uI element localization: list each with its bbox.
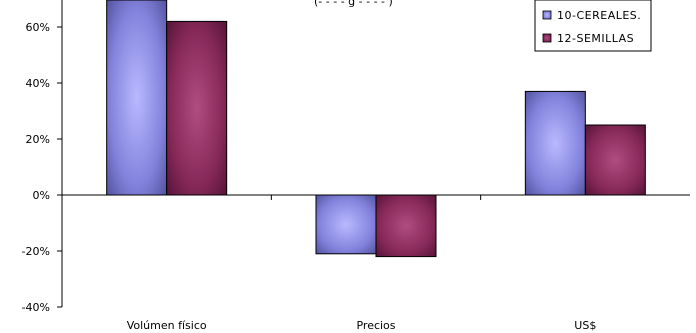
bars-group xyxy=(106,0,646,258)
legend: 10-CEREALES. 12-SEMILLAS xyxy=(534,0,652,52)
y-tick-label: 40% xyxy=(26,77,50,90)
chart-title-fragment: (- - - - g - - - - ) xyxy=(314,0,393,8)
legend-label-cereales: 10-CEREALES. xyxy=(557,9,641,22)
legend-label-semillas: 12-SEMILLAS xyxy=(557,32,634,45)
bar-series-0-cat-2 xyxy=(524,90,586,196)
bar-series-1-cat-2 xyxy=(584,124,646,196)
y-tick-label: -20% xyxy=(22,245,50,258)
category-labels: Volúmen físico Precios US$ xyxy=(127,319,597,332)
y-tick-label: -40% xyxy=(22,301,50,314)
y-tick-label: 20% xyxy=(26,133,50,146)
legend-swatch-semillas xyxy=(542,33,552,43)
legend-swatch-cereales xyxy=(542,10,552,20)
bar-series-1-cat-0 xyxy=(166,20,228,196)
y-axis: -40% -20% 0% 20% 40% 60% xyxy=(22,0,63,314)
bar-series-1-cat-1 xyxy=(375,194,437,258)
bar-series-0-cat-1 xyxy=(315,194,377,255)
y-tick-label: 0% xyxy=(33,189,50,202)
y-tick-label: 60% xyxy=(26,21,50,34)
category-label: Precios xyxy=(356,319,395,332)
legend-box xyxy=(534,0,652,52)
category-label: US$ xyxy=(574,319,596,332)
category-label: Volúmen físico xyxy=(127,319,207,332)
bar-series-0-cat-0 xyxy=(106,0,168,196)
